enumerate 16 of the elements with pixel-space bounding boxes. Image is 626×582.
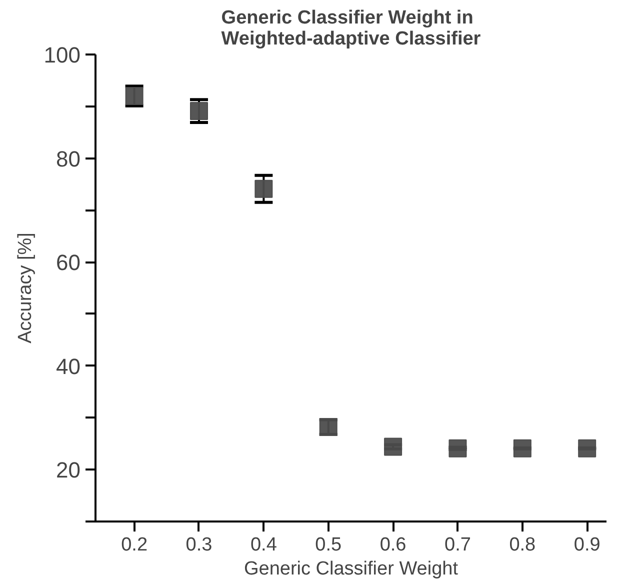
- y-tick-label: 100: [44, 42, 81, 68]
- x-tick-label: 0.9: [574, 534, 600, 556]
- y-tick-label: 20: [56, 458, 81, 483]
- x-tick-label: 0.5: [315, 534, 342, 556]
- x-tick-label: 0.7: [444, 534, 471, 556]
- x-tick-label: 0.6: [380, 534, 406, 556]
- x-tick-label: 0.2: [121, 534, 148, 556]
- y-tick-label: 80: [56, 146, 81, 172]
- chart-title: Generic Classifier Weight in Weighted-adaptive Classifier: [221, 8, 482, 50]
- y-axis-title: Accuracy [%]: [14, 232, 36, 344]
- x-tick-label: 0.8: [509, 534, 536, 556]
- y-tick-label: 40: [56, 354, 81, 379]
- x-tick-label: 0.3: [186, 534, 212, 556]
- x-axis-title: Generic Classifier Weight: [244, 558, 459, 580]
- x-tick-label: 0.4: [250, 534, 278, 556]
- y-tick-label: 60: [56, 250, 81, 276]
